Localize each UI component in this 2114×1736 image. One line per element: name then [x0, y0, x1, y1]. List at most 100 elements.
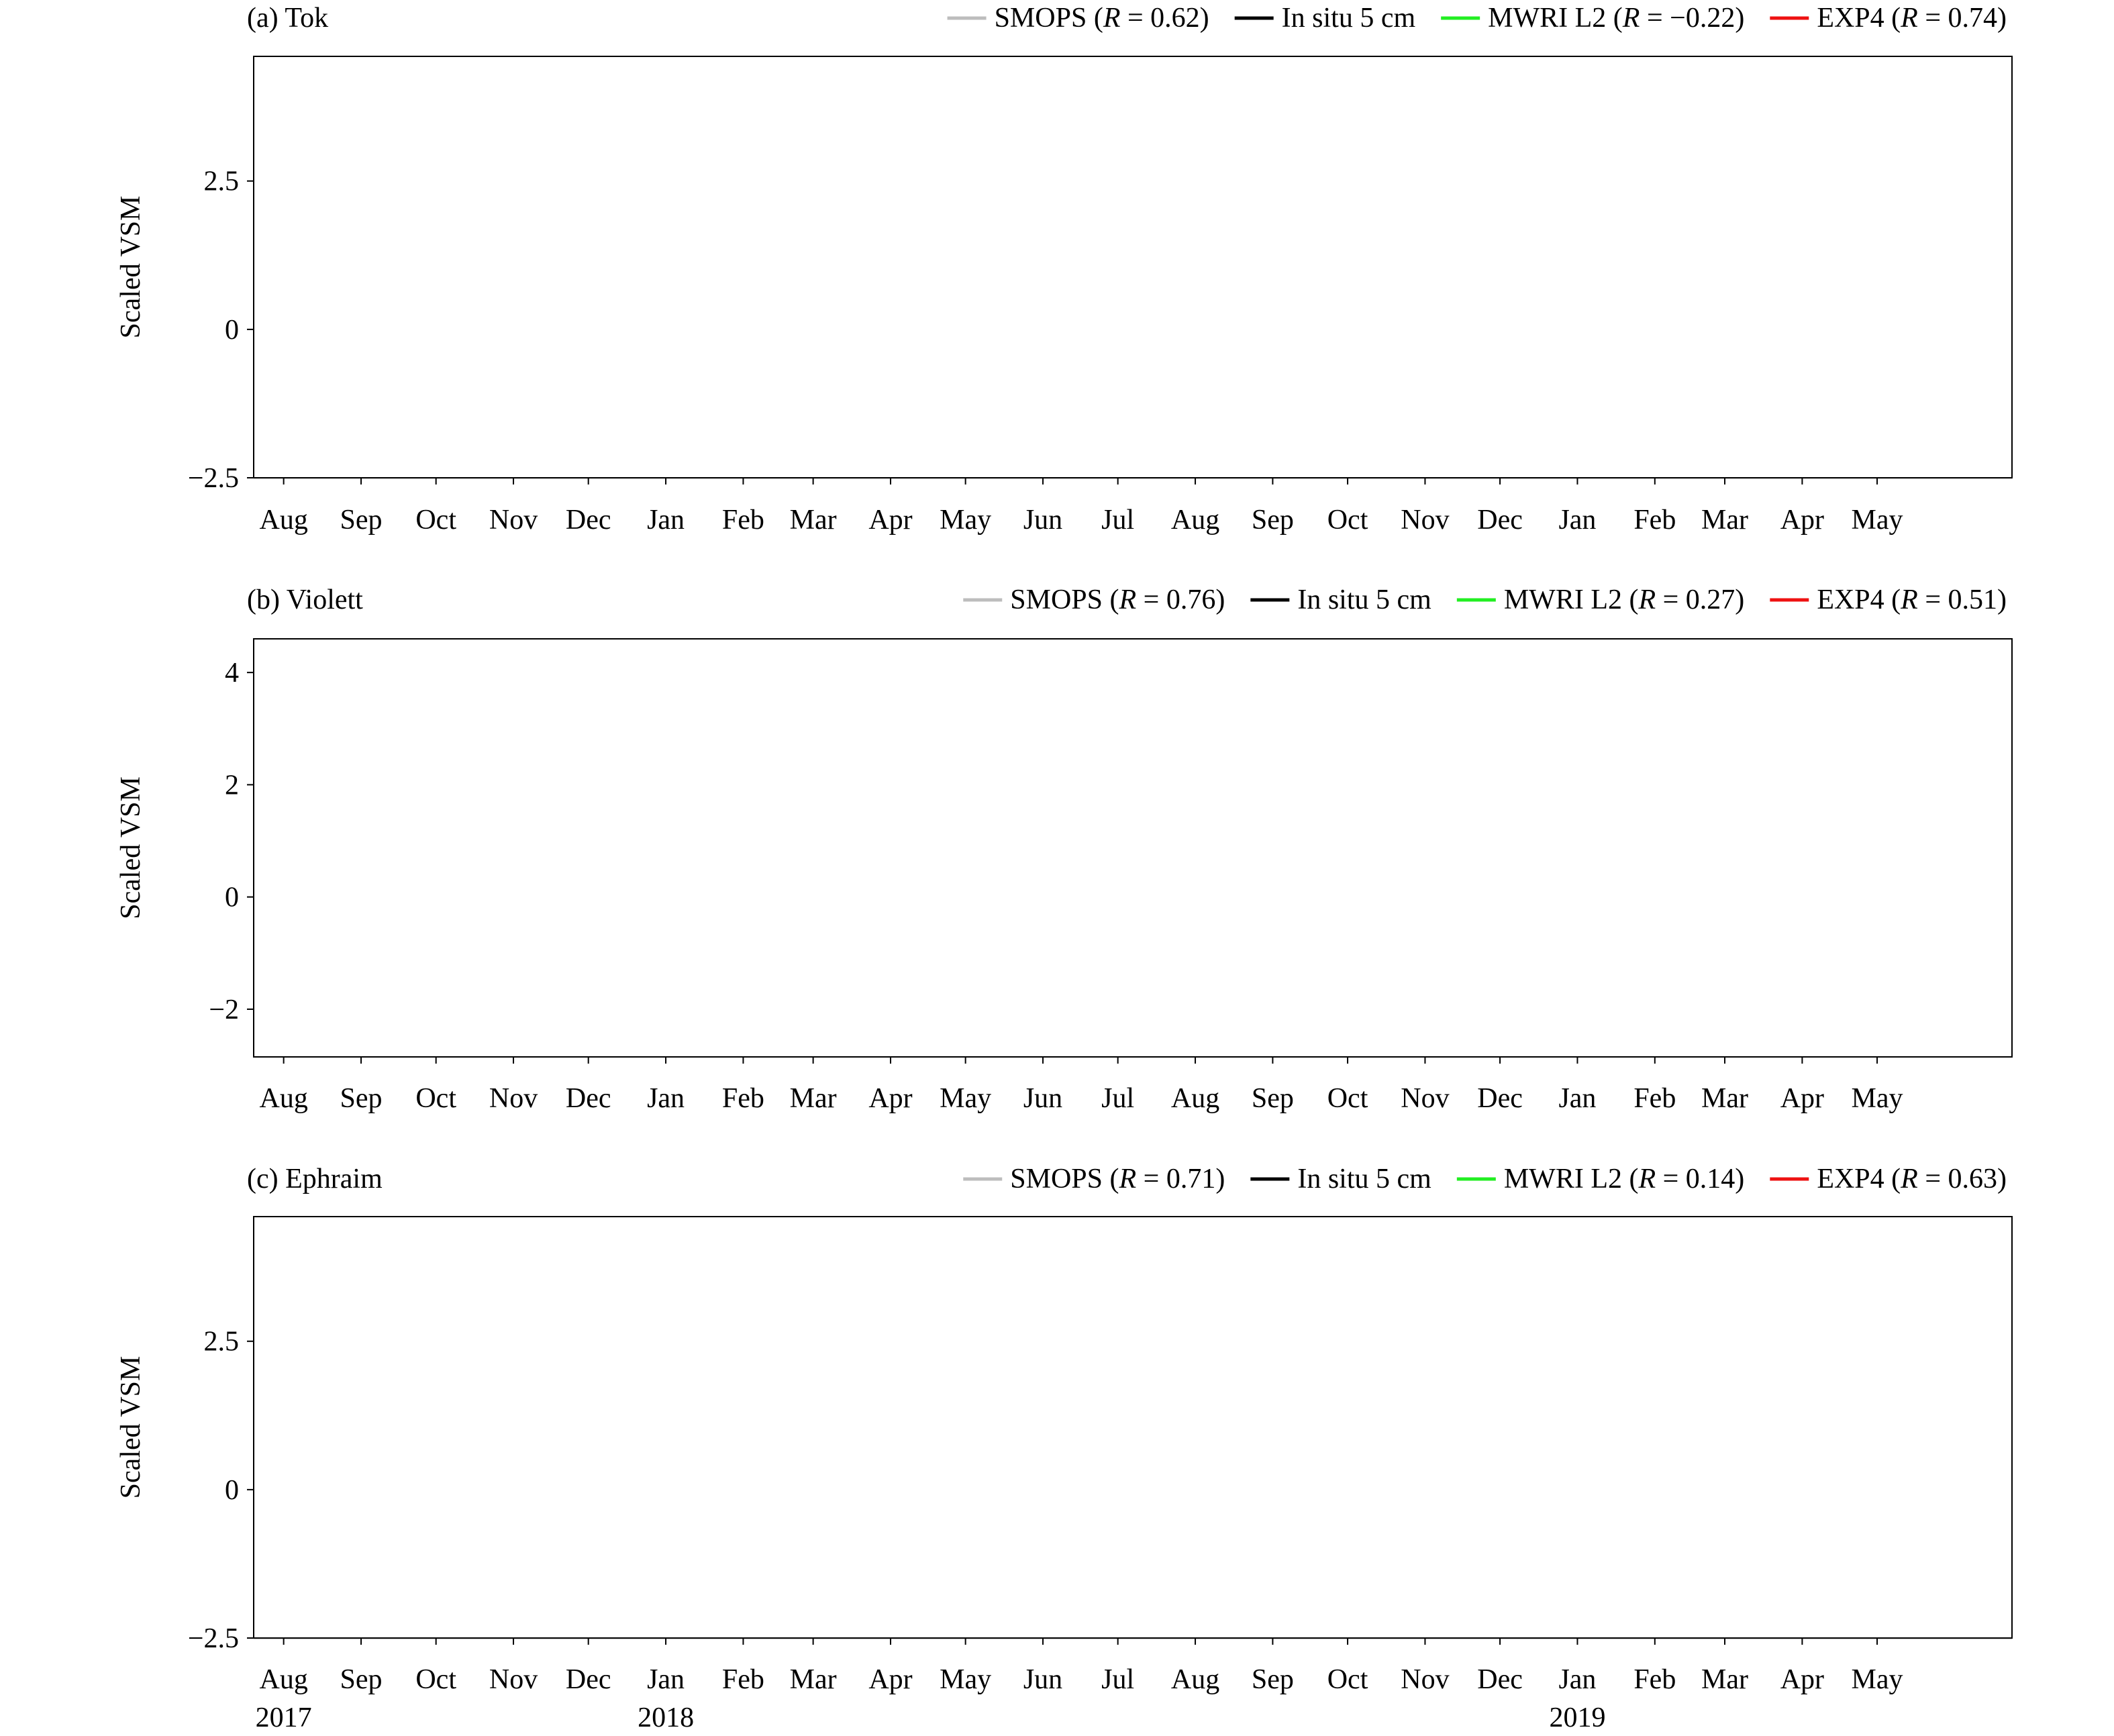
x-tick-label: Nov — [1401, 1083, 1449, 1114]
legend-item-smops: SMOPS (R = 0.71) — [963, 1164, 1225, 1194]
x-tick-label: Jul — [1101, 1664, 1134, 1695]
x-tick-label: Mar — [790, 505, 837, 535]
legend-item-mwri-l2: MWRI L2 (R = 0.27) — [1456, 584, 1744, 615]
y-tick-label: 4 — [225, 658, 239, 688]
legend-item-exp4: EXP4 (R = 0.63) — [1770, 1164, 2007, 1194]
x-tick-label: Dec — [566, 505, 611, 535]
x-tick-label: Nov — [489, 1664, 538, 1695]
legend-item-in-situ-5-cm: In situ 5 cm — [1250, 584, 1431, 615]
year-labels: 2017 2018 2019 — [256, 1702, 1606, 1733]
legend-item-mwri-l2: MWRI L2 (R = 0.14) — [1456, 1164, 1744, 1194]
x-tick-label: Nov — [489, 1083, 538, 1114]
x-tick-label: Sep — [1252, 1664, 1294, 1695]
panel-title: (c) Ephraim — [247, 1164, 383, 1194]
x-tick-label: Nov — [489, 505, 538, 535]
x-tick-label: Mar — [1701, 1664, 1748, 1695]
x-tick-label: Sep — [1252, 1083, 1294, 1114]
legend-label: EXP4 (R = 0.74) — [1817, 3, 2007, 34]
x-tick-label: Apr — [868, 1664, 912, 1695]
x-tick-label: Aug — [259, 505, 307, 535]
x-tick-label: Mar — [1701, 505, 1748, 535]
x-tick-label: Dec — [1477, 1083, 1523, 1114]
x-tick-label: Feb — [1633, 1083, 1676, 1114]
y-tick-label: 0 — [225, 315, 239, 346]
x-tick-label: Aug — [259, 1083, 307, 1114]
year-label: 2017 — [256, 1702, 312, 1733]
y-tick-label: 2.5 — [204, 166, 240, 197]
panel-title: (a) Tok — [247, 3, 328, 34]
x-tick-label: Jun — [1023, 505, 1062, 535]
plot-frame — [253, 56, 2013, 478]
x-tick-label: Feb — [722, 1083, 764, 1114]
x-tick-label: Nov — [1401, 505, 1449, 535]
x-tick-label: Oct — [415, 1083, 456, 1114]
x-tick-label: Jan — [1558, 1664, 1596, 1695]
x-tick-label: Jan — [647, 1664, 685, 1695]
x-tick-label: Apr — [1780, 1664, 1824, 1695]
x-tick-label: Sep — [340, 1083, 383, 1114]
legend-item-exp4: EXP4 (R = 0.74) — [1770, 3, 2007, 34]
legend-label: SMOPS (R = 0.76) — [1010, 584, 1225, 615]
x-tick-label: Oct — [1327, 1083, 1368, 1114]
legend-label: SMOPS (R = 0.71) — [1010, 1164, 1225, 1194]
y-tick-label: −2 — [209, 994, 239, 1025]
x-tick-label: Dec — [566, 1083, 611, 1114]
x-tick-label: Jun — [1023, 1083, 1062, 1114]
panel-title: (b) Violett — [247, 584, 363, 615]
x-tick-label: Feb — [1633, 1664, 1676, 1695]
x-tick-label: Apr — [868, 1083, 912, 1114]
x-tick-label: Dec — [1477, 505, 1523, 535]
legend-item-smops: SMOPS (R = 0.62) — [947, 3, 1209, 34]
x-tick-label: May — [940, 1083, 991, 1114]
panel-tok: −2.5 0 2.5 Scaled VSM Aug Sep Oct Nov Dec Jan Feb M… — [115, 3, 2013, 535]
x-tick-label: Apr — [1780, 1083, 1824, 1114]
x-tick-label: Feb — [722, 1664, 764, 1695]
legend-label: EXP4 (R = 0.51) — [1817, 584, 2007, 615]
x-tick-label: Dec — [1477, 1664, 1523, 1695]
panel-violett: −2 0 2 4 Scaled VSM Aug Sep Oct Nov Dec Jan Feb Mar A… — [115, 584, 2013, 1114]
y-tick-label: 2.5 — [204, 1327, 240, 1358]
x-tick-label: Nov — [1401, 1664, 1449, 1695]
y-tick-label: 0 — [225, 882, 239, 913]
legend-label: In situ 5 cm — [1282, 3, 1416, 34]
x-tick-label: Oct — [415, 1664, 456, 1695]
legend-label: MWRI L2 (R = 0.14) — [1504, 1164, 1744, 1194]
x-tick-label: Jul — [1101, 1083, 1134, 1114]
x-tick-label: Apr — [1780, 505, 1824, 535]
y-tick-label: 2 — [225, 770, 239, 801]
y-axis-label: Scaled VSM — [115, 776, 146, 919]
x-tick-label: Sep — [1252, 505, 1294, 535]
x-tick-label: Aug — [1171, 505, 1219, 535]
year-label: 2019 — [1549, 1702, 1605, 1733]
x-tick-label: May — [1852, 1083, 1903, 1114]
y-tick-label: −2.5 — [188, 1623, 239, 1654]
x-tick-label: Apr — [868, 505, 912, 535]
x-tick-label: Jan — [1558, 1083, 1596, 1114]
plot-frame — [253, 1216, 2013, 1639]
x-tick-label: Sep — [340, 505, 383, 535]
legend-label: MWRI L2 (R = −0.22) — [1488, 3, 1744, 34]
x-tick-label: Oct — [1327, 1664, 1368, 1695]
x-tick-label: May — [940, 505, 991, 535]
x-tick-label: Feb — [1633, 505, 1676, 535]
x-tick-label: May — [1852, 1664, 1903, 1695]
x-tick-label: Jan — [647, 1083, 685, 1114]
x-tick-label: Sep — [340, 1664, 383, 1695]
legend-label: EXP4 (R = 0.63) — [1817, 1164, 2007, 1194]
legend-label: In situ 5 cm — [1297, 1164, 1431, 1194]
legend: SMOPS (R = 0.76) In situ 5 cm MWRI L2 (R =… — [963, 584, 2007, 615]
x-tick-label: Mar — [790, 1083, 837, 1114]
x-tick-label: Jul — [1101, 505, 1134, 535]
x-tick-label: Jan — [647, 505, 685, 535]
y-axis-label: Scaled VSM — [115, 196, 146, 339]
x-tick-label: May — [940, 1664, 991, 1695]
legend: SMOPS (R = 0.71) In situ 5 cm MWRI L2 (R =… — [963, 1164, 2007, 1194]
y-axis-label: Scaled VSM — [115, 1356, 146, 1499]
legend-label: In situ 5 cm — [1297, 584, 1431, 615]
x-tick-label: Feb — [722, 505, 764, 535]
x-tick-label: Jun — [1023, 1664, 1062, 1695]
plot-frame — [253, 638, 2013, 1058]
x-tick-label: May — [1852, 505, 1903, 535]
x-tick-label: Aug — [1171, 1664, 1219, 1695]
y-tick-label: −2.5 — [188, 463, 239, 494]
